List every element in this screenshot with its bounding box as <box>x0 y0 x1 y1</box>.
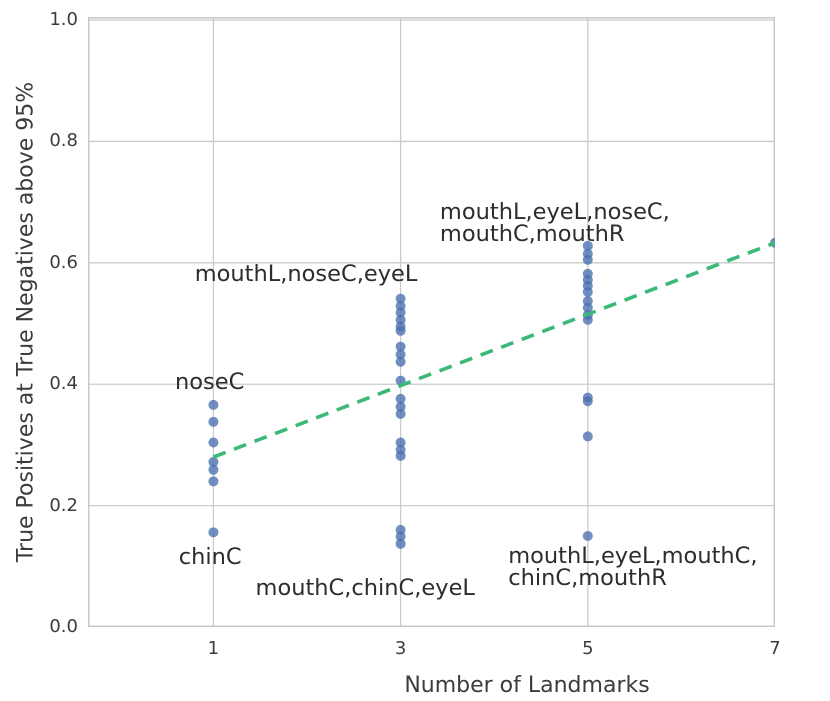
data-point <box>395 393 406 404</box>
data-point <box>395 356 406 367</box>
data-point <box>582 396 593 407</box>
plot-area <box>88 17 775 627</box>
data-point <box>582 254 593 265</box>
y-axis-label: True Positives at True Negatives above 9… <box>13 81 39 563</box>
data-point <box>208 416 219 427</box>
point-annotation: mouthC,chinC,eyeL <box>255 575 475 602</box>
data-point <box>582 314 593 325</box>
data-point <box>395 401 406 412</box>
y-tick-label: 0.2 <box>49 494 78 516</box>
data-point <box>395 293 406 304</box>
data-point <box>582 286 593 297</box>
data-point <box>395 341 406 352</box>
data-point <box>395 538 406 549</box>
data-point <box>395 307 406 318</box>
data-point <box>395 408 406 419</box>
data-point <box>582 302 593 313</box>
y-tick-label: 0.4 <box>49 373 78 395</box>
x-tick-label: 3 <box>394 638 407 659</box>
x-tick-label: 5 <box>582 638 594 659</box>
point-annotation: mouthL,eyeL,mouthC, chinC,mouthR <box>508 543 758 592</box>
point-annotation: chinC <box>178 544 242 571</box>
plot-border <box>88 17 775 627</box>
data-point <box>395 437 406 448</box>
data-point <box>208 527 219 538</box>
data-point <box>395 531 406 542</box>
y-tick-label: 0.6 <box>49 251 78 273</box>
data-point <box>395 325 406 336</box>
x-tick-label: 7 <box>769 638 781 659</box>
data-point <box>395 349 406 360</box>
data-point <box>208 437 219 448</box>
trend-line <box>212 241 775 459</box>
data-point <box>582 431 593 442</box>
x-axis-label: Number of Landmarks <box>404 673 650 698</box>
x-tick-label: 1 <box>207 638 220 659</box>
y-tick-label: 0.0 <box>49 616 78 637</box>
point-annotation: noseC <box>175 369 245 396</box>
data-point <box>582 530 593 541</box>
data-point <box>395 450 406 461</box>
point-annotation: mouthL,noseC,eyeL <box>194 260 418 287</box>
point-annotation: mouthL,eyeL,noseC, mouthC,mouthR <box>439 198 670 247</box>
data-point <box>208 464 219 475</box>
data-point <box>208 399 219 410</box>
data-point <box>582 240 593 251</box>
data-point <box>208 476 219 487</box>
y-tick-label: 0.8 <box>49 130 78 152</box>
data-point <box>208 456 219 467</box>
y-tick-label: 1.0 <box>49 9 78 31</box>
